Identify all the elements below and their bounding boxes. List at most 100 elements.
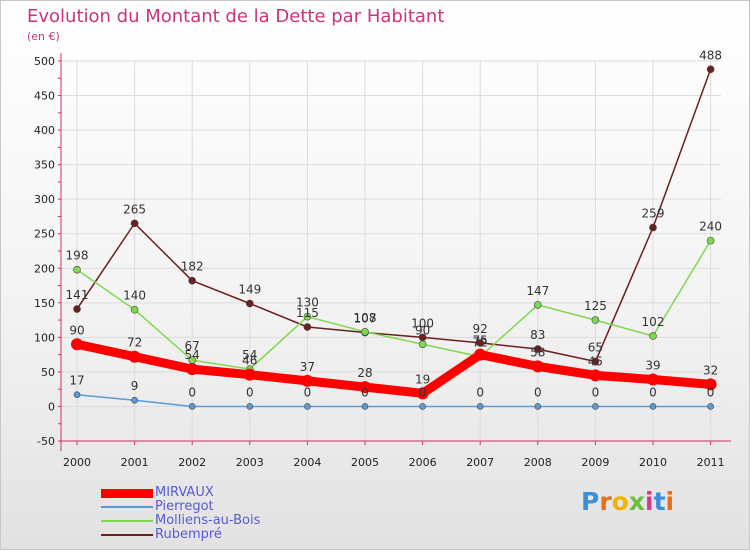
data-point (73, 305, 81, 313)
data-label: 265 (123, 202, 146, 216)
data-label: 32 (703, 363, 718, 377)
data-point (130, 305, 139, 314)
data-point (419, 403, 426, 410)
data-point (706, 65, 715, 74)
data-point (73, 265, 81, 274)
data-point (73, 391, 81, 399)
data-point (649, 332, 657, 340)
data-point (304, 403, 311, 410)
data-label: 488 (699, 48, 722, 62)
legend-swatch (101, 488, 153, 498)
data-point (704, 378, 717, 391)
y-tick-label: 50 (41, 366, 55, 379)
data-label: 65 (588, 341, 603, 355)
data-point (418, 340, 427, 349)
data-point (131, 396, 138, 404)
data-point (188, 403, 196, 410)
series-line (72, 339, 716, 398)
data-label: 72 (127, 336, 142, 350)
legend-swatch (101, 520, 153, 522)
data-point (303, 312, 312, 321)
data-label: 9 (131, 379, 139, 393)
data-point (649, 223, 657, 232)
x-tick-label: 2000 (63, 456, 91, 469)
data-point (130, 219, 139, 228)
legend-item: Pierregot (101, 500, 260, 514)
data-label: 0 (304, 385, 312, 399)
data-point (359, 381, 371, 394)
data-point (531, 360, 544, 373)
data-label: 182 (181, 260, 204, 274)
data-label: 125 (584, 299, 607, 313)
data-point (706, 236, 715, 245)
data-label: 37 (300, 360, 315, 374)
legend-label: Pierregot (155, 499, 214, 514)
y-tick-label: -50 (37, 435, 55, 448)
x-tick-label: 2008 (524, 456, 552, 469)
data-label: 149 (238, 283, 261, 297)
data-label: 92 (473, 322, 488, 336)
data-label: 147 (526, 284, 549, 298)
chart-legend: MIRVAUX Pierregot Molliens-au-Bois Rubempré (101, 486, 260, 542)
data-point (246, 299, 254, 308)
data-point (361, 403, 369, 410)
data-label: 90 (415, 323, 430, 337)
x-tick-label: 2009 (581, 456, 609, 469)
x-tick-label: 2004 (293, 456, 321, 469)
data-label: 39 (645, 359, 660, 373)
legend-item: Molliens-au-Bois (101, 514, 260, 528)
data-point (591, 316, 600, 324)
data-label: 90 (69, 323, 84, 337)
data-point (533, 301, 542, 309)
y-tick-label: 500 (34, 55, 55, 68)
data-point (534, 403, 542, 410)
series-line (76, 393, 712, 408)
data-label: 0 (476, 385, 484, 399)
data-label: 28 (357, 366, 372, 380)
data-point (128, 350, 141, 363)
data-label: 108 (354, 311, 377, 325)
data-label: 100 (411, 316, 434, 330)
data-label: 0 (188, 385, 196, 399)
data-label: 141 (66, 288, 89, 302)
x-tick-label: 2006 (409, 456, 437, 469)
data-point (361, 328, 369, 336)
proxiti-logo: Proxiti (581, 487, 675, 516)
data-point (533, 345, 542, 353)
data-label: 107 (354, 312, 377, 326)
data-point (591, 357, 600, 366)
data-label: 0 (361, 385, 369, 399)
data-point (589, 369, 602, 382)
data-label: 115 (296, 306, 319, 320)
data-label: 19 (415, 372, 430, 386)
legend-item: MIRVAUX (101, 486, 260, 500)
data-point (592, 403, 599, 410)
x-tick-label: 2010 (639, 456, 667, 469)
data-label: 0 (649, 385, 657, 399)
data-label: 54 (185, 348, 200, 362)
y-tick-label: 300 (34, 193, 55, 206)
data-point (71, 338, 83, 351)
data-label: 72 (473, 336, 488, 350)
x-tick-label: 2003 (236, 456, 264, 469)
data-label: 0 (592, 385, 600, 399)
data-label: 75 (473, 334, 488, 348)
data-point (186, 363, 199, 376)
y-tick-label: 0 (48, 400, 55, 413)
legend-swatch (101, 506, 153, 508)
y-tick-label: 400 (34, 124, 55, 137)
data-label: 102 (642, 315, 665, 329)
data-label: 17 (69, 374, 84, 388)
data-point (647, 373, 659, 386)
legend-label: MIRVAUX (155, 485, 214, 500)
data-point (188, 276, 196, 285)
x-tick-label: 2002 (178, 456, 206, 469)
data-label: 45 (588, 354, 603, 368)
data-label: 140 (123, 289, 146, 303)
data-label: 54 (242, 348, 257, 362)
y-tick-label: 100 (34, 331, 55, 344)
x-tick-label: 2005 (351, 456, 379, 469)
legend-label: Rubempré (155, 527, 222, 542)
data-point (246, 403, 254, 410)
